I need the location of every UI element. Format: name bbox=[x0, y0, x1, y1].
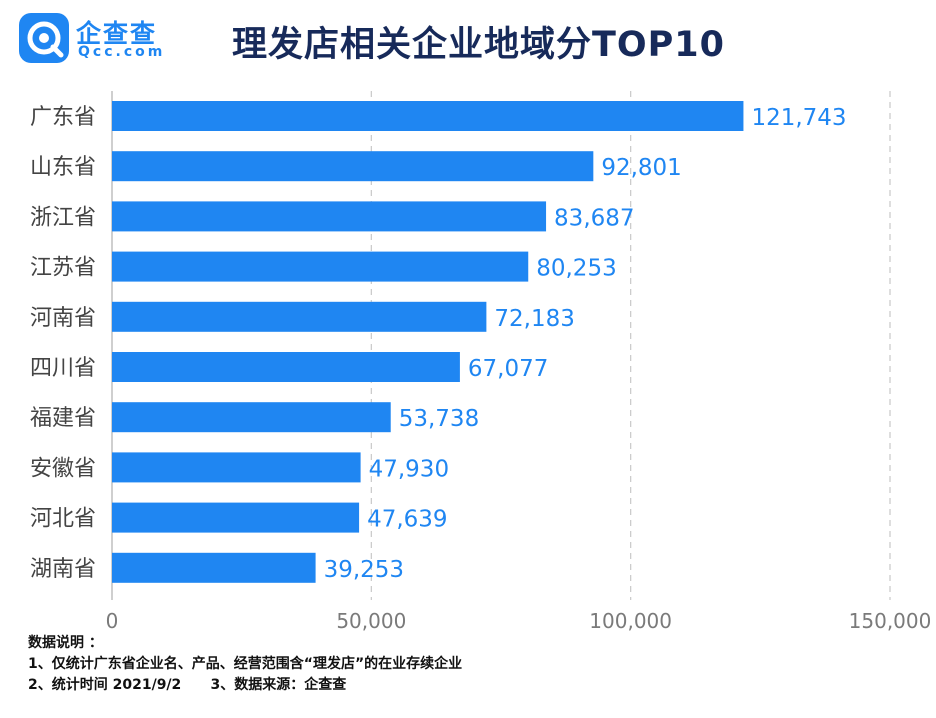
data-label: 80,253 bbox=[536, 256, 616, 282]
notes-line-1: 1、仅统计广东省企业名、产品、经营范围含“理发店”的在业存续企业 bbox=[28, 656, 463, 672]
x-tick-label: 0 bbox=[106, 609, 119, 633]
category-label: 湖南省 bbox=[30, 557, 96, 582]
x-tick-label: 50,000 bbox=[336, 609, 406, 633]
category-label: 河南省 bbox=[30, 306, 96, 331]
data-label: 53,738 bbox=[399, 406, 479, 432]
category-label: 四川省 bbox=[30, 356, 96, 381]
data-label: 47,639 bbox=[367, 507, 447, 533]
category-label: 福建省 bbox=[30, 406, 96, 431]
qcc-logo-icon bbox=[19, 13, 69, 63]
bar bbox=[112, 151, 594, 182]
bar bbox=[112, 402, 391, 433]
data-label: 72,183 bbox=[494, 306, 574, 332]
data-label: 39,253 bbox=[324, 557, 404, 583]
data-label: 67,077 bbox=[468, 356, 548, 382]
bar bbox=[112, 251, 529, 282]
category-label: 浙江省 bbox=[30, 205, 96, 230]
logo-name-cn: 企查查 bbox=[76, 19, 158, 48]
data-notes: 数据说明 ： 1、仅统计广东省企业名、产品、经营范围含“理发店”的在业存续企业 … bbox=[28, 633, 462, 696]
category-label: 山东省 bbox=[30, 155, 96, 180]
logo-name-en: Qcc.com bbox=[78, 44, 166, 60]
bar-chart-svg: 0 50,000 100,000 150,000 广东省 121,743 山东省 92,801… bbox=[30, 91, 932, 633]
qcc-logo: 企查查 Qcc.com bbox=[18, 10, 178, 66]
bar bbox=[112, 352, 460, 382]
notes-line-2: 2、统计时间 2021/9/2 3、数据来源：企查查 bbox=[28, 677, 347, 693]
x-tick-label: 150,000 bbox=[849, 609, 932, 633]
bar bbox=[112, 502, 360, 533]
bar bbox=[112, 301, 487, 332]
category-label: 广东省 bbox=[30, 105, 96, 130]
category-label: 江苏省 bbox=[30, 256, 96, 281]
data-label: 83,687 bbox=[554, 205, 634, 231]
bar-chart: 0 50,000 100,000 150,000 广东省 121,743 山东省 92,801… bbox=[30, 91, 932, 633]
data-label: 92,801 bbox=[601, 155, 681, 181]
data-label: 121,743 bbox=[751, 105, 846, 131]
category-label: 安徽省 bbox=[30, 456, 96, 481]
data-label: 47,930 bbox=[369, 456, 449, 482]
bar bbox=[112, 101, 744, 131]
chart-title: 理发店相关企业地域分TOP10 bbox=[232, 25, 725, 65]
x-tick-label: 100,000 bbox=[589, 609, 672, 633]
bar bbox=[112, 201, 547, 232]
bar bbox=[112, 452, 361, 483]
category-label: 河北省 bbox=[30, 507, 96, 532]
notes-heading: 数据说明 ： bbox=[28, 635, 103, 651]
bar bbox=[112, 552, 316, 583]
